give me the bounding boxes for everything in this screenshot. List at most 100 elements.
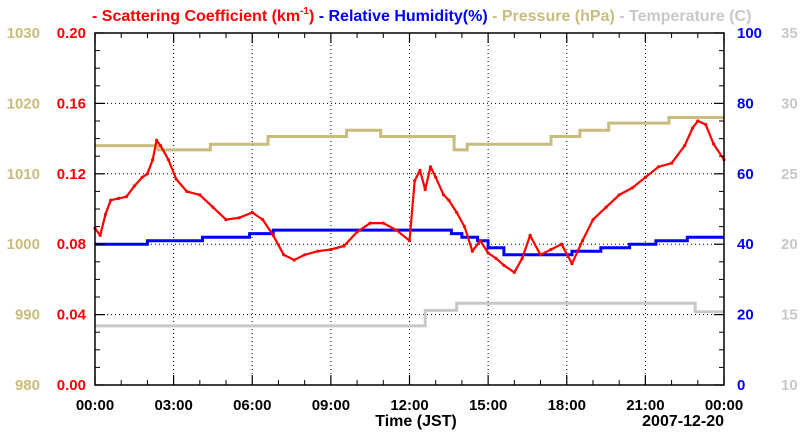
scattering-point: [166, 158, 170, 162]
scattering-point: [316, 249, 320, 253]
scattering-point: [520, 256, 524, 260]
scattering-point: [591, 218, 595, 222]
pressure-tick-label: 1030: [7, 25, 40, 42]
x-tick-label: 15:00: [469, 397, 507, 414]
scattering-point: [394, 228, 398, 232]
humidity-tick-label: 40: [737, 236, 754, 253]
humidity-tick-label: 60: [737, 166, 754, 183]
scattering-point: [462, 225, 467, 229]
scattering-point: [282, 253, 286, 257]
x-tick-label: 12:00: [390, 397, 428, 414]
scattering-point: [140, 175, 144, 179]
scattering-point: [528, 233, 532, 237]
scattering-point: [407, 239, 412, 243]
date-label: 2007-12-20: [642, 413, 724, 430]
legend-pressure-label: Pressure (hPa): [502, 8, 615, 25]
scattering-tick-label: 0.00: [57, 377, 86, 394]
legend-scattering-sup: -1: [300, 6, 309, 17]
temperature-tick-label: 20: [781, 236, 798, 253]
temperature-tick-label: 10: [781, 377, 798, 394]
legend-scattering-suffix: ): [309, 8, 314, 25]
scattering-point: [303, 253, 307, 257]
humidity-axis-labels: 0 20 40 60 80 100: [737, 25, 762, 394]
scattering-point: [580, 239, 585, 243]
x-axis-tick-labels: 00:00 03:00 06:00 09:00 12:00 15:00 18:00 21:00…: [76, 397, 743, 414]
scattering-point: [617, 193, 621, 197]
temperature-tick-label: 15: [781, 307, 798, 324]
scattering-point: [158, 144, 163, 148]
scattering-point: [413, 179, 417, 183]
x-tick-label: 00:00: [76, 397, 114, 414]
scattering-point: [604, 205, 608, 209]
scattering-point: [145, 172, 149, 176]
scattering-point: [455, 210, 459, 215]
scattering-point: [447, 198, 451, 202]
legend-dash-temperature: -: [615, 8, 629, 25]
scattering-point: [237, 216, 241, 220]
plot-frame: [94, 32, 725, 386]
scattering-point: [656, 165, 661, 169]
pressure-tick-label: 980: [15, 377, 40, 394]
scattering-tick-label: 0.16: [57, 95, 86, 112]
legend-dash-pressure: -: [488, 8, 502, 25]
temperature-tick-label: 35: [781, 25, 798, 42]
scattering-point: [250, 210, 254, 215]
scattering-tick-label: 0.08: [57, 236, 86, 253]
scattering-point: [329, 247, 333, 252]
humidity-tick-label: 100: [737, 25, 762, 42]
scattering-point: [103, 212, 108, 216]
scattering-point: [428, 165, 433, 169]
legend-scattering-label: Scattering Coefficient (km: [102, 8, 300, 25]
scattering-point: [442, 193, 446, 197]
scattering-point: [342, 244, 346, 248]
series-line-temperature: [95, 301, 724, 328]
temperature-tick-label: 25: [781, 166, 798, 183]
scattering-point: [151, 158, 155, 162]
scattering-point: [696, 119, 700, 123]
x-tick-label: 21:00: [626, 397, 664, 414]
scattering-tick-label: 0.20: [57, 25, 86, 42]
scattering-point: [570, 262, 574, 266]
gridlines: [95, 33, 724, 385]
scattering-point: [423, 188, 427, 192]
scattering-point: [132, 184, 136, 188]
legend: - Scattering Coefficient (km-1) - Relati…: [92, 6, 751, 25]
x-tick-label: 09:00: [312, 397, 350, 414]
scattering-point: [271, 233, 275, 237]
scattering-point: [211, 205, 215, 209]
scattering-point: [704, 122, 708, 127]
x-tick-label: 06:00: [233, 397, 271, 414]
scattering-point: [538, 253, 543, 257]
legend-temperature-label: Temperature (C): [629, 8, 751, 25]
humidity-tick-label: 20: [737, 307, 754, 324]
scattering-point: [155, 138, 159, 142]
scattering-point: [198, 193, 202, 197]
x-tick-label: 18:00: [548, 397, 586, 414]
scattering-point: [355, 230, 359, 234]
scattering-point: [711, 142, 716, 146]
scattering-point: [261, 218, 265, 222]
scattering-point: [494, 256, 498, 260]
scattering-point: [368, 221, 372, 225]
series-line-scattering: [94, 119, 725, 274]
scattering-point: [502, 263, 506, 267]
temperature-tick-label: 30: [781, 95, 798, 112]
series-layer: [93, 116, 726, 328]
humidity-tick-label: 80: [737, 95, 754, 112]
scattering-point: [418, 168, 422, 172]
scattering-point: [630, 186, 634, 190]
scattering-point: [174, 177, 178, 181]
temperature-axis-labels: 10 15 20 25 30 35: [781, 25, 798, 394]
legend-dash-scattering: -: [92, 8, 102, 25]
scattering-point: [549, 247, 553, 252]
scattering-point: [109, 198, 113, 202]
scattering-tick-label: 0.04: [57, 307, 87, 324]
scattering-point: [434, 175, 438, 179]
scattering-point: [185, 189, 189, 193]
series-line-humidity: [95, 228, 724, 257]
pressure-tick-label: 990: [15, 307, 40, 324]
scattering-point: [643, 175, 648, 179]
scattering-tick-label: 0.12: [57, 166, 86, 183]
